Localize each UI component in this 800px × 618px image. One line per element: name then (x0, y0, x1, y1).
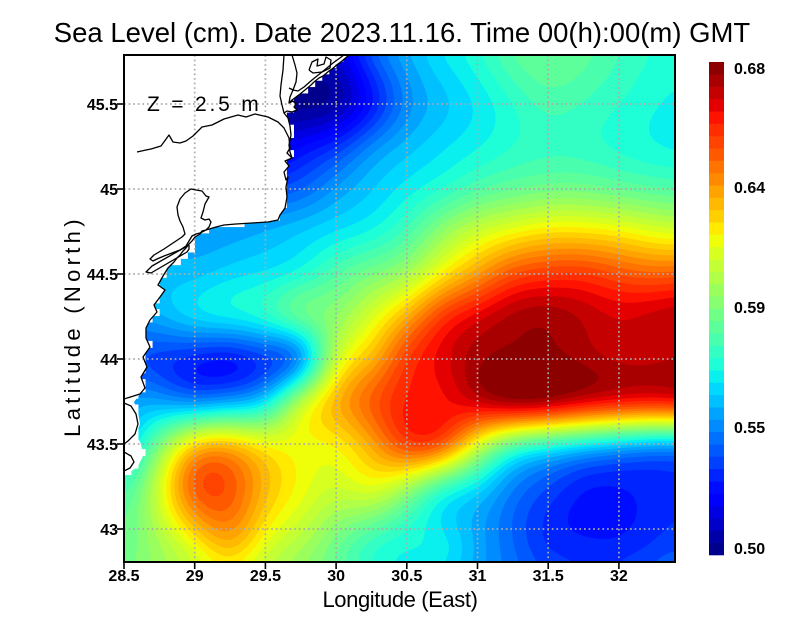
svg-text:0.59: 0.59 (734, 300, 765, 317)
svg-text:45: 45 (100, 182, 118, 199)
svg-text:30: 30 (327, 568, 345, 585)
svg-text:43: 43 (100, 522, 118, 539)
svg-text:31.5: 31.5 (533, 568, 564, 585)
svg-text:Z = 2.5 m: Z = 2.5 m (147, 93, 261, 116)
svg-text:Sea Level (cm). Date 2023.11.1: Sea Level (cm). Date 2023.11.16. Time 00… (54, 17, 751, 48)
svg-text:43.5: 43.5 (87, 437, 118, 454)
svg-text:0.50: 0.50 (734, 541, 765, 558)
svg-text:29.5: 29.5 (250, 568, 281, 585)
svg-text:31: 31 (469, 568, 487, 585)
svg-text:0.68: 0.68 (734, 61, 765, 78)
svg-text:29: 29 (186, 568, 204, 585)
svg-text:44: 44 (100, 352, 118, 369)
svg-text:28.5: 28.5 (108, 568, 139, 585)
svg-text:0.55: 0.55 (734, 420, 765, 437)
svg-text:30.5: 30.5 (391, 568, 422, 585)
svg-text:45.5: 45.5 (87, 97, 118, 114)
svg-text:Longitude (East): Longitude (East) (322, 587, 477, 612)
svg-text:44.5: 44.5 (87, 267, 118, 284)
svg-text:32: 32 (610, 568, 628, 585)
svg-text:Latitude (North): Latitude (North) (60, 215, 85, 437)
svg-text:0.64: 0.64 (734, 180, 765, 197)
